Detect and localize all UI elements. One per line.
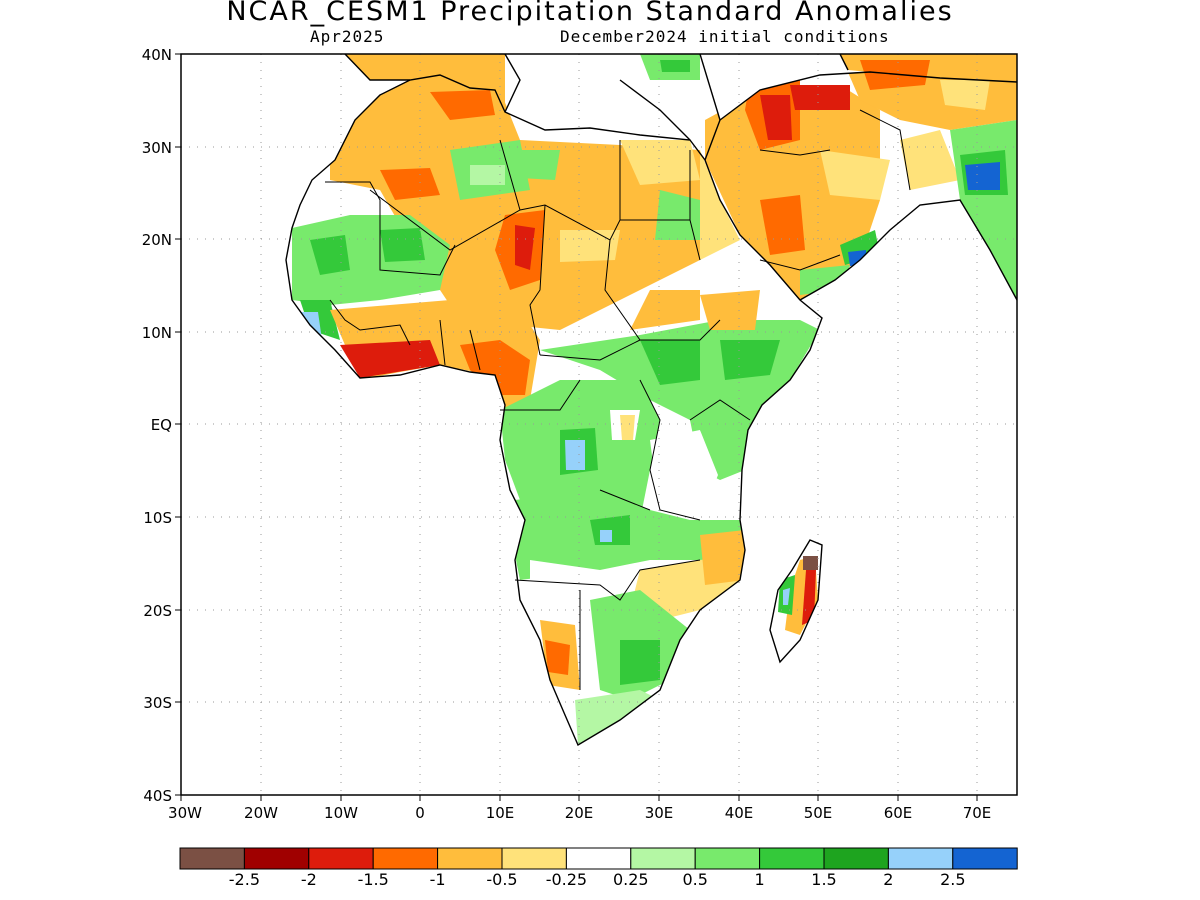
lat-label-20s: 20S	[143, 602, 172, 620]
lon-label-20w: 20W	[244, 804, 278, 822]
coastlines	[285, 54, 1017, 747]
legend-swatch-3	[372, 847, 439, 870]
legend-swatch-6	[565, 847, 632, 870]
map-title: NCAR_CESM1 Precipitation Standard Anomal…	[226, 0, 954, 27]
color-legend: -2.5 -2 -1.5 -1 -0.5 -0.25 0.25 0.5 1 1.5 2 2.5	[179, 847, 1018, 889]
legend-label-3: -1	[430, 870, 446, 889]
lon-label-30w: 30W	[168, 804, 202, 822]
legend-label-1: -2	[301, 870, 317, 889]
legend-swatch-1	[243, 847, 310, 870]
lon-label-70e: 70E	[963, 804, 992, 822]
legend-swatch-11	[887, 847, 954, 870]
lon-label-20e: 20E	[565, 804, 594, 822]
legend-swatch-8	[694, 847, 761, 870]
lon-label-30e: 30E	[645, 804, 674, 822]
legend-swatch-4	[437, 847, 503, 870]
lat-labels: 40N 30N 20N 10N EQ 10S 20S 30S 40S	[142, 46, 172, 805]
legend-swatch-9	[759, 847, 825, 870]
legend-label-0: -2.5	[229, 870, 260, 889]
lat-label-10n: 10N	[142, 324, 172, 342]
legend-label-7: 0.5	[682, 870, 707, 889]
lat-label-30s: 30S	[143, 694, 172, 712]
graticule	[181, 54, 1017, 795]
lat-label-40s: 40S	[143, 787, 172, 805]
initial-conditions: December2024 initial conditions	[560, 27, 890, 46]
legend-label-11: 2.5	[940, 870, 965, 889]
forecast-month: Apr2025	[310, 27, 385, 46]
lat-label-30n: 30N	[142, 139, 172, 157]
axis-ticks	[175, 53, 978, 801]
lon-label-40e: 40E	[725, 804, 754, 822]
lon-label-0: 0	[415, 804, 425, 822]
lon-label-50e: 50E	[804, 804, 833, 822]
legend-swatch-5	[501, 847, 567, 870]
legend-label-9: 1.5	[811, 870, 836, 889]
legend-label-6: 0.25	[613, 870, 649, 889]
lat-label-10s: 10S	[143, 509, 172, 527]
lon-labels: 30W 20W 10W 0 10E 20E 30E 40E 50E 60E 70…	[168, 804, 991, 822]
legend-swatch-2	[308, 847, 374, 870]
country-borders	[325, 109, 911, 690]
legend-swatch-12	[952, 847, 1018, 870]
lat-label-20n: 20N	[142, 231, 172, 249]
legend-label-4: -0.5	[486, 870, 517, 889]
lat-label-eq: EQ	[151, 416, 172, 434]
legend-label-5: -0.25	[546, 870, 587, 889]
legend-label-2: -1.5	[358, 870, 389, 889]
legend-swatch-7	[630, 847, 696, 870]
lat-label-40n: 40N	[142, 46, 172, 64]
lon-label-60e: 60E	[884, 804, 913, 822]
legend-swatch-0	[179, 847, 245, 870]
anomaly-shading	[286, 54, 1017, 745]
legend-label-10: 2	[883, 870, 893, 889]
lon-label-10e: 10E	[486, 804, 515, 822]
legend-label-8: 1	[755, 870, 765, 889]
legend-swatch-10	[823, 847, 889, 870]
lon-label-10w: 10W	[324, 804, 358, 822]
